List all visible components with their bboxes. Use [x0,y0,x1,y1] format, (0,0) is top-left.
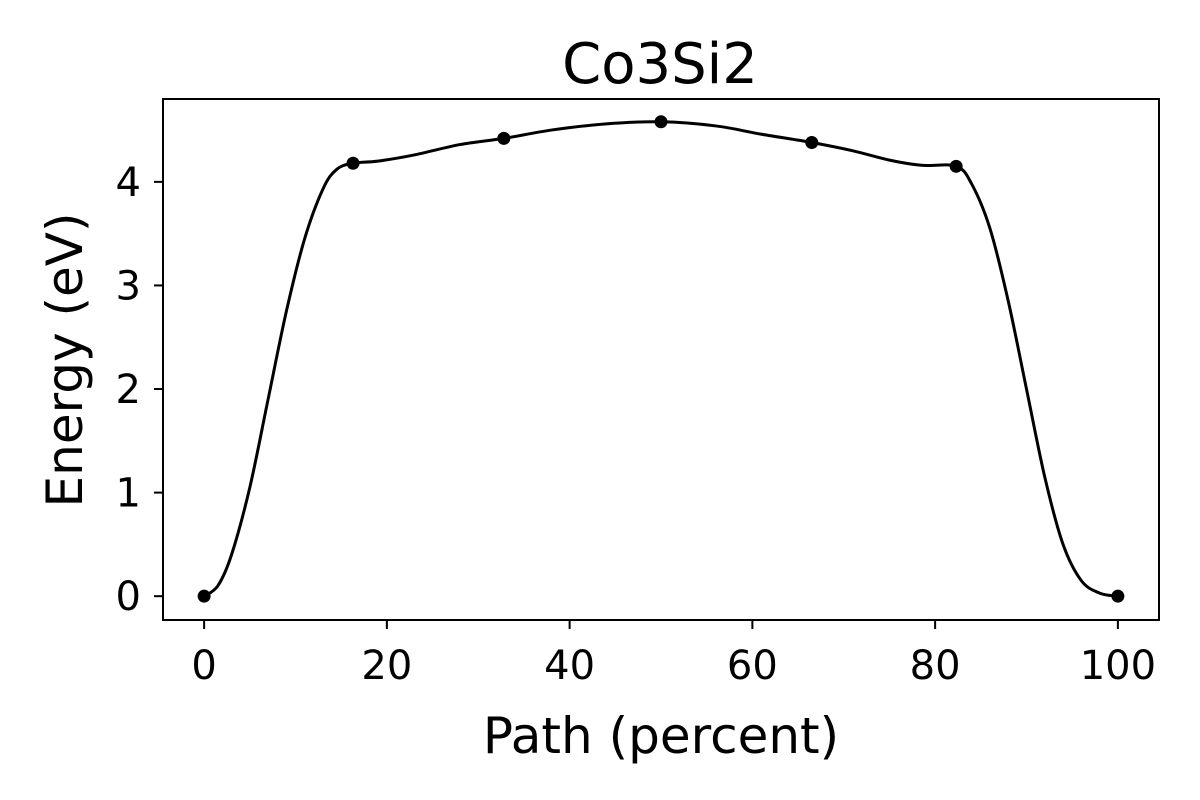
x-axis-ticks: 0 20 40 60 80 100 [191,620,1156,689]
data-point [805,136,819,150]
y-tick-label: 4 [116,160,141,206]
x-tick-label: 80 [910,643,961,689]
x-tick-label: 20 [361,643,412,689]
data-point [654,115,668,129]
y-axis-ticks: 0 1 2 3 4 [116,160,163,620]
chart-title: Co3Si2 [562,32,758,97]
x-tick-label: 40 [544,643,595,689]
y-tick-label: 1 [116,471,141,517]
data-point [497,131,511,145]
series-line [203,120,1119,598]
plot-area [197,115,1125,603]
data-point [197,589,211,603]
x-axis-label: Path (percent) [483,707,839,765]
y-tick-label: 3 [116,263,141,309]
y-tick-label: 2 [116,367,141,413]
plot-frame [162,98,1160,621]
y-tick-label: 0 [116,574,141,620]
x-tick-label: 60 [727,643,778,689]
x-tick-label: 0 [191,643,216,689]
x-tick-label: 100 [1080,643,1156,689]
y-axis-label: Energy (eV) [36,213,94,508]
data-point [346,156,360,170]
data-point [949,159,963,173]
data-point [1111,589,1125,603]
